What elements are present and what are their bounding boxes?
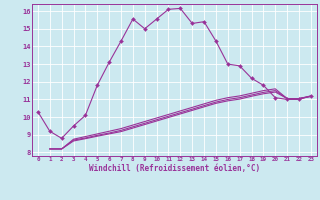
X-axis label: Windchill (Refroidissement éolien,°C): Windchill (Refroidissement éolien,°C) bbox=[89, 164, 260, 173]
